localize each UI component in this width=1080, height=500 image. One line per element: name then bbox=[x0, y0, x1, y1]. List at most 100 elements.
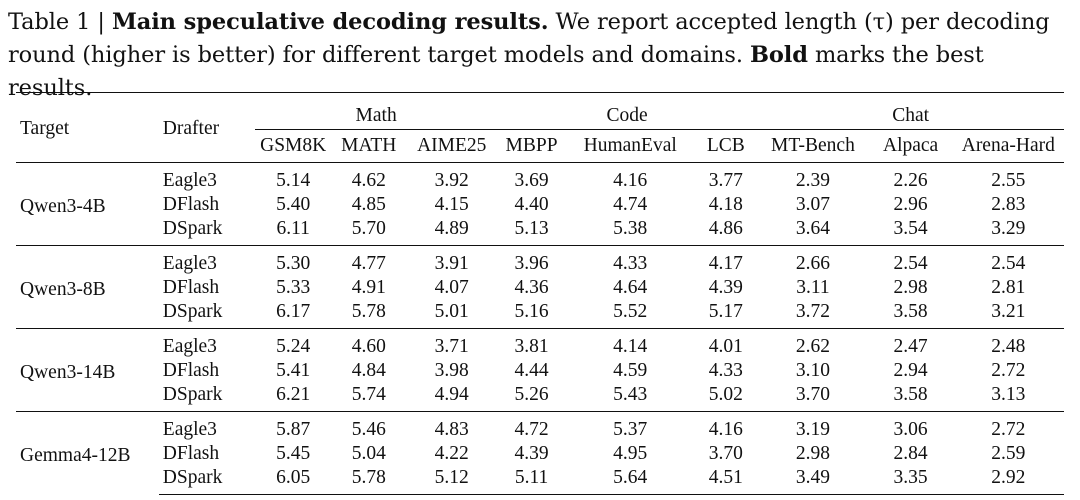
value-cell: 2.47 bbox=[868, 328, 953, 359]
value-cell: 5.13 bbox=[496, 217, 567, 246]
target-model-cell: Gemma4-12B bbox=[16, 411, 159, 495]
caption-label: Table 1 | bbox=[8, 9, 105, 35]
drafter-cell: DSpark bbox=[158, 300, 256, 329]
value-cell: 4.77 bbox=[330, 245, 407, 276]
value-cell: 5.37 bbox=[566, 411, 695, 442]
drafter-cell: DSpark bbox=[158, 383, 256, 412]
value-cell: 3.35 bbox=[868, 466, 953, 495]
value-cell: 5.33 bbox=[276, 277, 311, 298]
value-cell: 3.29 bbox=[952, 217, 1064, 246]
value-cell: 2.59 bbox=[991, 443, 1026, 464]
caption-title: Main speculative decoding results. bbox=[111, 9, 549, 35]
value-cell: 4.33 bbox=[708, 360, 743, 381]
value-cell: 2.72 bbox=[991, 360, 1026, 381]
value-cell: 4.89 bbox=[406, 217, 497, 246]
value-cell: 3.70 bbox=[708, 443, 743, 464]
value-cell: 5.87 bbox=[255, 411, 331, 442]
header-metric: Alpaca bbox=[868, 129, 953, 163]
value-cell: 3.58 bbox=[868, 300, 953, 329]
value-cell: 6.05 bbox=[255, 466, 331, 495]
table-row: DSpark 6.11 5.70 4.89 5.13 5.38 4.86 3.64 3.54 3.… bbox=[16, 217, 1064, 246]
value-cell: 4.01 bbox=[694, 328, 758, 359]
value-cell: 4.15 bbox=[434, 194, 469, 215]
drafter-cell: DFlash bbox=[162, 360, 220, 381]
value-cell: 4.16 bbox=[694, 411, 758, 442]
drafter-cell: Eagle3 bbox=[158, 328, 256, 359]
drafter-cell: DFlash bbox=[162, 443, 220, 464]
drafter-cell: Eagle3 bbox=[158, 245, 256, 276]
header-metric: HumanEval bbox=[566, 129, 695, 163]
value-cell: 2.66 bbox=[757, 245, 869, 276]
value-cell: 5.78 bbox=[330, 300, 407, 329]
value-cell: 4.18 bbox=[708, 194, 743, 215]
value-cell: 4.16 bbox=[566, 162, 695, 193]
table-header: Target Drafter Math Code Chat GSM8K MATH… bbox=[16, 92, 1064, 163]
value-cell: 2.54 bbox=[868, 245, 953, 276]
value-cell: 5.01 bbox=[406, 300, 497, 329]
value-cell: 2.62 bbox=[757, 328, 869, 359]
value-cell: 4.22 bbox=[434, 443, 469, 464]
value-cell: 5.02 bbox=[694, 383, 758, 412]
value-cell: 3.49 bbox=[757, 466, 869, 495]
value-cell: 4.36 bbox=[514, 277, 549, 298]
header-metric: LCB bbox=[694, 129, 758, 163]
drafter-cell: DFlash bbox=[162, 277, 220, 298]
value-cell: 5.64 bbox=[566, 466, 695, 495]
value-cell: 3.91 bbox=[406, 245, 497, 276]
value-cell: 3.92 bbox=[406, 162, 497, 193]
value-cell: 4.51 bbox=[694, 466, 758, 495]
drafter-cell: DSpark bbox=[158, 466, 256, 495]
value-cell: 5.74 bbox=[330, 383, 407, 412]
value-cell: 5.41 bbox=[276, 360, 311, 381]
value-cell: 4.39 bbox=[708, 277, 743, 298]
value-cell: 4.72 bbox=[496, 411, 567, 442]
header-metric: MBPP bbox=[496, 129, 567, 163]
table-block: Gemma4-12B Eagle3 5.87 5.46 4.83 4.72 5.37 4.16… bbox=[16, 411, 1064, 495]
value-cell: 3.13 bbox=[952, 383, 1064, 412]
table-row: Gemma4-12B Eagle3 5.87 5.46 4.83 4.72 5.37 4.16… bbox=[16, 411, 1064, 495]
table-caption: Table 1 | Main speculative decoding resu… bbox=[8, 6, 1072, 105]
value-cell: 5.40 bbox=[276, 194, 311, 215]
value-cell: 4.17 bbox=[694, 245, 758, 276]
header-metric: GSM8K bbox=[255, 129, 331, 163]
header-metric: MATH bbox=[330, 129, 407, 163]
header-group-code: Code bbox=[496, 92, 758, 130]
target-model-cell: Qwen3-4B bbox=[16, 162, 159, 246]
value-cell: 2.72 bbox=[952, 411, 1064, 442]
value-cell: 3.58 bbox=[868, 383, 953, 412]
value-cell: 5.14 bbox=[255, 162, 331, 193]
value-cell: 3.06 bbox=[868, 411, 953, 442]
drafter-cell: DFlash bbox=[162, 194, 220, 215]
value-cell: 3.07 bbox=[795, 194, 830, 215]
value-cell: 5.24 bbox=[255, 328, 331, 359]
value-cell: 3.54 bbox=[868, 217, 953, 246]
caption-bold-word: Bold bbox=[749, 42, 808, 68]
value-cell: 5.52 bbox=[566, 300, 695, 329]
header-group-math: Math bbox=[255, 92, 497, 130]
value-cell: 5.26 bbox=[496, 383, 567, 412]
value-cell: 5.46 bbox=[330, 411, 407, 442]
table-row: Qwen3-8B Eagle3 5.30 4.77 3.91 3.96 4.33 4.17 2.… bbox=[16, 245, 1064, 329]
drafter-cell: Eagle3 bbox=[158, 411, 256, 442]
target-model-cell: Qwen3-14B bbox=[16, 328, 159, 412]
value-cell: 3.19 bbox=[757, 411, 869, 442]
table-row: DFlash 5.40 4.85 4.15 4.40 4.74 4.18 3.07 2.96 2.… bbox=[16, 193, 1064, 217]
value-cell: 5.78 bbox=[330, 466, 407, 495]
value-cell: 5.30 bbox=[255, 245, 331, 276]
value-cell: 4.44 bbox=[514, 360, 549, 381]
value-cell: 5.04 bbox=[351, 443, 386, 464]
value-cell: 2.98 bbox=[893, 277, 928, 298]
value-cell: 5.70 bbox=[330, 217, 407, 246]
value-cell: 2.98 bbox=[795, 443, 830, 464]
value-cell: 3.10 bbox=[795, 360, 830, 381]
table-row: Qwen3-4B Eagle3 5.14 4.62 3.92 3.69 4.16 3.77 2.… bbox=[16, 162, 1064, 246]
value-cell: 5.12 bbox=[406, 466, 497, 495]
value-cell: 5.38 bbox=[566, 217, 695, 246]
value-cell: 3.69 bbox=[496, 162, 567, 193]
value-cell: 2.26 bbox=[868, 162, 953, 193]
value-cell: 3.72 bbox=[757, 300, 869, 329]
value-cell: 3.77 bbox=[694, 162, 758, 193]
drafter-cell: Eagle3 bbox=[158, 162, 256, 193]
value-cell: 6.21 bbox=[255, 383, 331, 412]
value-cell: 5.43 bbox=[566, 383, 695, 412]
